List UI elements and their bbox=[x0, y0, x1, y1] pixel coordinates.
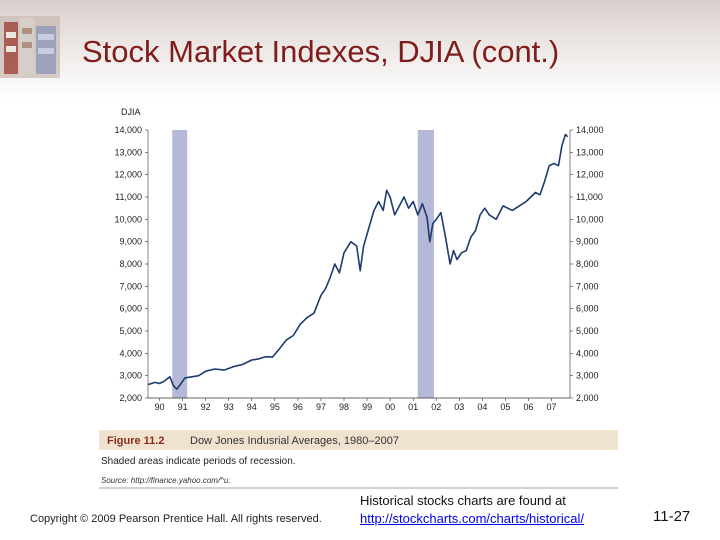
x-tick-label: 97 bbox=[316, 402, 326, 412]
djia-chart: DJIA 2,000 2,000 3,000 3,000 4,000 4,000 5,000… bbox=[99, 107, 618, 489]
y-tick-label-right: 5,000 bbox=[576, 326, 599, 336]
y-tick-label-left: 11,000 bbox=[115, 192, 142, 202]
x-tick-label: 03 bbox=[454, 402, 464, 412]
caption-band bbox=[99, 430, 618, 450]
y-tick-label-right: 12,000 bbox=[576, 170, 604, 180]
y-tick-label-left: 7,000 bbox=[119, 281, 142, 291]
y-tick-label-right: 13,000 bbox=[576, 147, 604, 157]
pearson-logo bbox=[0, 16, 60, 78]
figure-label: Figure 11.2 bbox=[107, 435, 164, 447]
x-tick-label: 01 bbox=[408, 402, 418, 412]
x-tick-label: 93 bbox=[224, 402, 234, 412]
y-tick-label-right: 10,000 bbox=[576, 214, 604, 224]
y-tick-label-right: 9,000 bbox=[576, 237, 599, 247]
y-tick-label-left: 12,000 bbox=[114, 170, 142, 180]
y-tick-label-left: 6,000 bbox=[119, 304, 142, 314]
y-tick-label-right: 6,000 bbox=[576, 304, 599, 314]
y-tick-label-right: 14,000 bbox=[576, 125, 604, 135]
y-tick-label-left: 2,000 bbox=[119, 393, 142, 403]
header-band bbox=[0, 0, 720, 100]
y-tick-label-right: 8,000 bbox=[576, 259, 599, 269]
y-tick-label-left: 8,000 bbox=[119, 259, 142, 269]
y-tick-label-right: 3,000 bbox=[576, 371, 599, 381]
historical-charts-note: Historical stocks charts are found at ht… bbox=[360, 492, 584, 528]
y-tick-label-left: 14,000 bbox=[114, 125, 142, 135]
x-tick-label: 98 bbox=[339, 402, 349, 412]
x-tick-label: 92 bbox=[201, 402, 211, 412]
y-tick-label-right: 11,000 bbox=[576, 192, 603, 202]
source-note: Source: http://finance.yahoo.com/^u. bbox=[101, 476, 231, 485]
y-tick-label-left: 10,000 bbox=[114, 214, 142, 224]
y-tick-label-left: 9,000 bbox=[119, 237, 142, 247]
y-tick-label-right: 7,000 bbox=[576, 281, 599, 291]
copyright-notice: Copyright © 2009 Pearson Prentice Hall. … bbox=[30, 513, 322, 525]
x-tick-label: 91 bbox=[178, 402, 188, 412]
x-tick-label: 95 bbox=[270, 402, 280, 412]
y-tick-label-left: 13,000 bbox=[114, 147, 142, 157]
x-tick-label: 06 bbox=[523, 402, 533, 412]
figure-title: Dow Jones Indusrial Averages, 1980–2007 bbox=[190, 435, 399, 447]
x-tick-label: 00 bbox=[385, 402, 395, 412]
page-number: 11-27 bbox=[653, 508, 691, 525]
y-tick-label-right: 2,000 bbox=[576, 393, 599, 403]
recession-note: Shaded areas indicate periods of recessi… bbox=[101, 456, 296, 467]
recession-band-2 bbox=[417, 130, 434, 398]
y-tick-label-right: 4,000 bbox=[576, 348, 599, 358]
x-tick-label: 07 bbox=[547, 402, 557, 412]
recession-band-1 bbox=[172, 130, 188, 398]
x-tick-label: 02 bbox=[431, 402, 441, 412]
slide-title: Stock Market Indexes, DJIA (cont.) bbox=[82, 34, 560, 69]
djia-series-line bbox=[147, 133, 569, 390]
x-tick-label: 94 bbox=[247, 402, 257, 412]
x-tick-label: 04 bbox=[477, 402, 487, 412]
x-tick-label: 90 bbox=[155, 402, 165, 412]
x-tick-label: 05 bbox=[500, 402, 510, 412]
x-tick-label: 99 bbox=[362, 402, 372, 412]
historical-charts-text: Historical stocks charts are found at bbox=[360, 493, 566, 508]
y-tick-label-left: 5,000 bbox=[119, 326, 142, 336]
y-tick-label-left: 3,000 bbox=[119, 371, 142, 381]
historical-charts-link[interactable]: http://stockcharts.com/charts/historical… bbox=[360, 511, 584, 526]
x-tick-label: 96 bbox=[293, 402, 303, 412]
y-axis-title: DJIA bbox=[121, 107, 141, 117]
y-tick-label-left: 4,000 bbox=[119, 348, 142, 358]
